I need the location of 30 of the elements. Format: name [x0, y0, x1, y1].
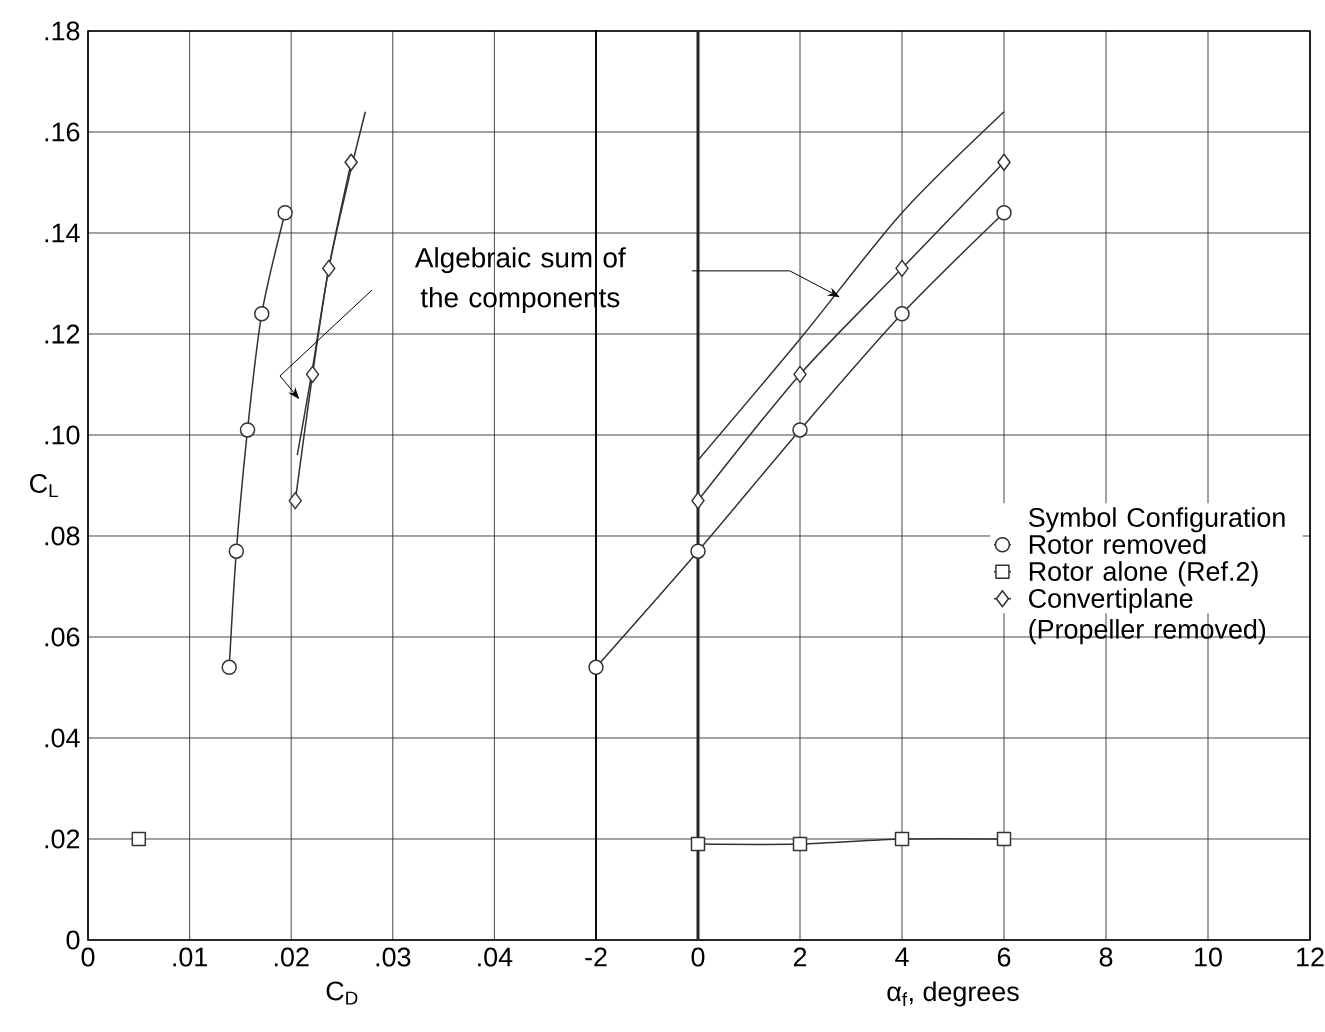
y-tick-label: .06	[45, 627, 80, 647]
legend-title: Symbol Configuration	[1028, 507, 1285, 533]
y-tick-label: 0	[66, 930, 80, 950]
x-tick-label: .02	[274, 947, 309, 967]
y-axis-title: C$_{L}$	[30, 473, 58, 498]
legend-label: Rotor removed	[1029, 534, 1206, 554]
x-tick-label: 0	[81, 947, 95, 967]
x-tick-label: 10	[1195, 947, 1222, 967]
y-tick-label: .16	[45, 122, 80, 142]
x-tick-label: .01	[173, 947, 207, 967]
y-tick-label: .18	[45, 21, 80, 41]
y-tick-label: .02	[45, 829, 80, 849]
x-tick-label: .03	[376, 947, 411, 967]
x-tick-label: 2	[793, 947, 807, 967]
x-tick-label: 0	[691, 947, 705, 967]
y-tick-label: .12	[45, 324, 80, 344]
y-tick-label: .08	[45, 526, 80, 546]
y-tick-label: .14	[45, 223, 80, 243]
x-tick-label: 8	[1099, 947, 1113, 967]
x-tick-label: -2	[585, 947, 607, 967]
y-tick-label: .04	[45, 728, 80, 748]
legend-label: Rotor alone (Ref.2)	[1029, 561, 1258, 587]
x-axis-title: α$_{f}$, degrees	[887, 981, 1019, 1007]
x-tick-label: 12	[1297, 947, 1324, 967]
x-tick-label: 4	[895, 947, 909, 967]
x-axis-title: C$_{D}$	[326, 981, 358, 1005]
x-tick-label: .04	[478, 947, 513, 967]
y-tick-label: .10	[45, 425, 80, 445]
legend-label: Convertiplane (Propeller removed)	[1029, 588, 1266, 645]
x-tick-label: 6	[997, 947, 1011, 967]
